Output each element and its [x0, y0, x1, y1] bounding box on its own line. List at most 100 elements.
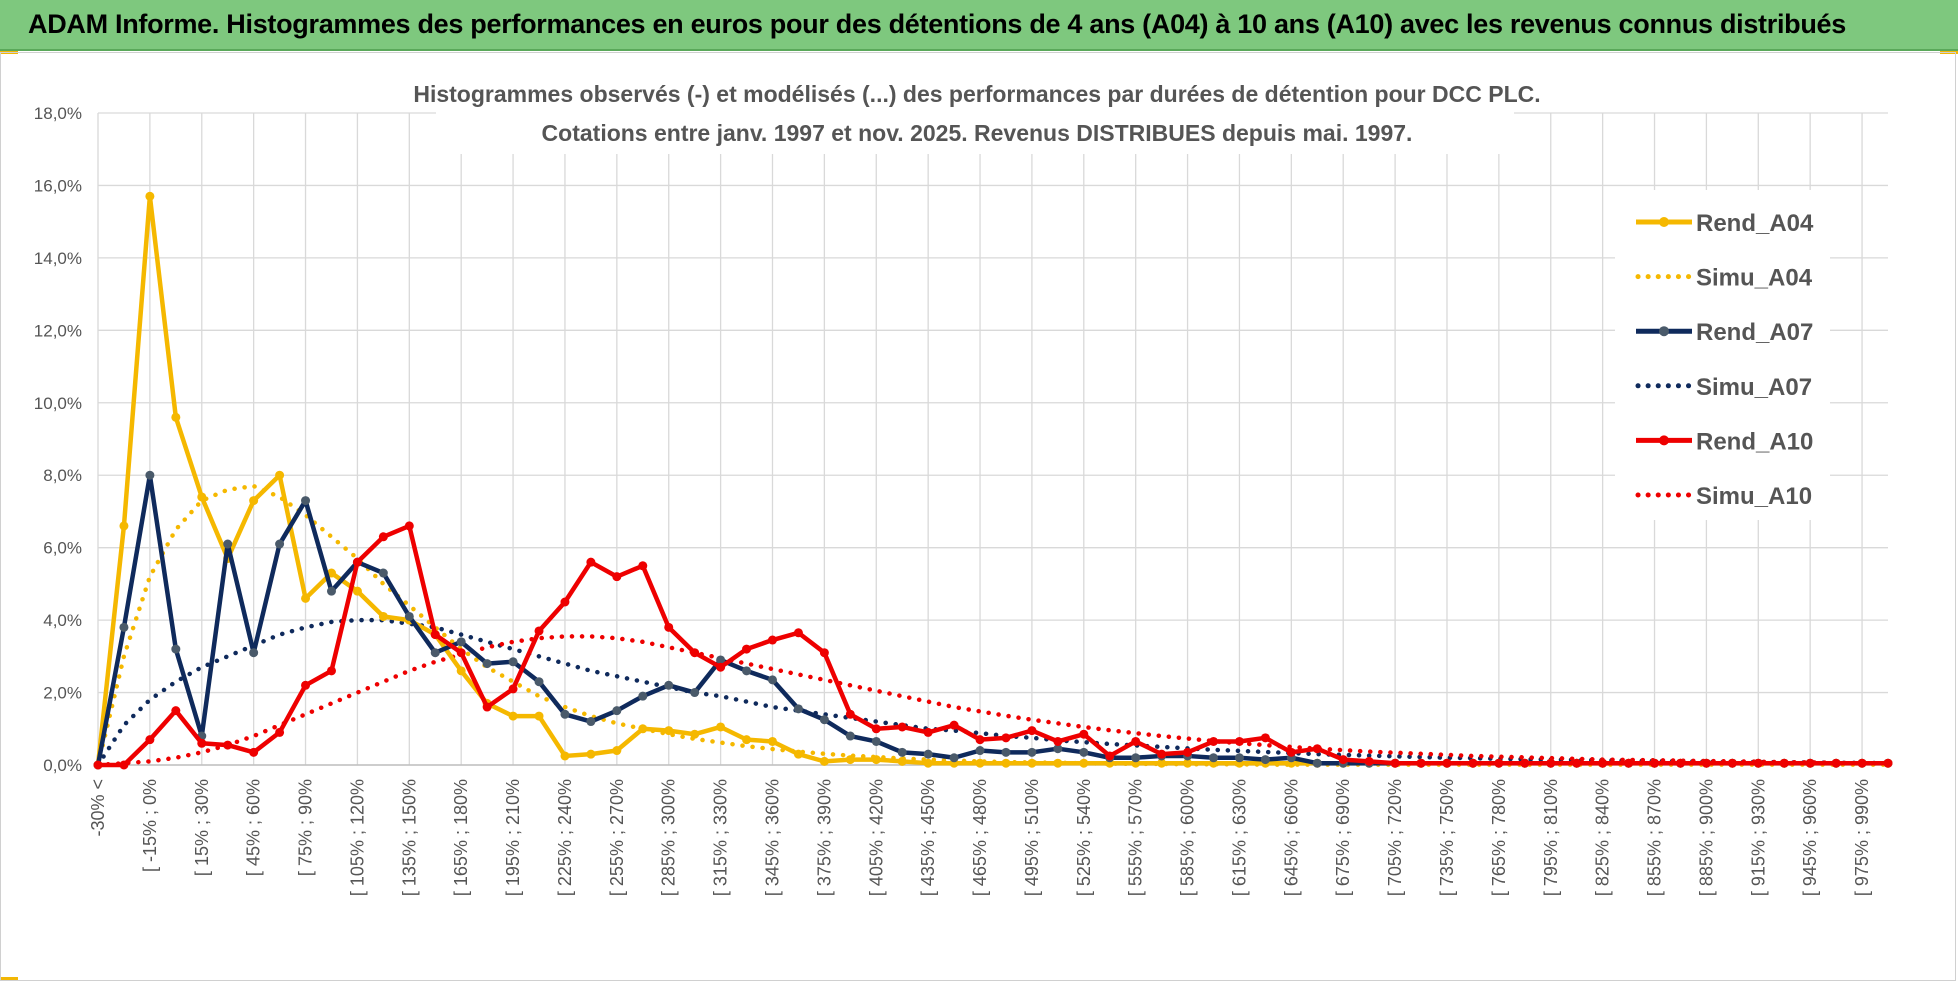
data-point — [1572, 758, 1582, 768]
data-point — [1650, 758, 1660, 768]
data-point — [560, 709, 570, 719]
data-point — [923, 758, 933, 768]
data-point — [404, 521, 414, 531]
x-tick-label: [ -15% ; 0% — [140, 779, 160, 872]
data-point — [275, 539, 285, 549]
data-point — [560, 751, 570, 761]
y-tick-label: 14,0% — [34, 249, 82, 268]
legend: Rend_A04 Simu_A04 Rend_A07 Simu_A07 Rend_A10… — [1615, 190, 1830, 520]
legend-label: Rend_A07 — [1696, 319, 1813, 346]
x-tick-label: [ 15% ; 30% — [192, 779, 212, 876]
report-title: ADAM Informe. Histogrammes des performan… — [28, 9, 1846, 39]
data-point — [1312, 758, 1322, 768]
y-tick-label: 2,0% — [43, 684, 82, 703]
x-tick-label: [ 315% ; 330% — [711, 779, 731, 896]
x-tick-label: [ 225% ; 240% — [555, 779, 575, 896]
data-point — [1624, 758, 1634, 768]
data-point — [586, 557, 596, 567]
data-point — [664, 622, 674, 632]
legend-item-Simu_A04: Simu_A04 — [1635, 265, 1813, 292]
data-point — [1831, 758, 1841, 768]
data-point — [197, 738, 207, 748]
x-tick-label: [ 75% ; 90% — [296, 779, 316, 876]
data-point — [1209, 753, 1219, 763]
data-point — [1675, 758, 1685, 768]
data-point — [560, 597, 570, 607]
data-point — [767, 635, 777, 645]
data-point — [378, 532, 388, 542]
data-point — [1753, 758, 1763, 768]
data-point — [871, 736, 881, 746]
data-point — [352, 586, 362, 596]
series-line — [98, 523, 1888, 768]
data-point — [742, 666, 752, 676]
data-point — [1883, 758, 1893, 768]
data-point — [742, 735, 752, 745]
data-point — [975, 735, 985, 745]
data-point — [949, 720, 959, 730]
data-point — [1234, 736, 1244, 746]
x-tick-label: [ 795% ; 810% — [1541, 779, 1561, 896]
x-tick-label: [ 375% ; 390% — [814, 779, 834, 896]
data-point — [1727, 758, 1737, 768]
data-point — [1546, 758, 1556, 768]
data-point — [1157, 749, 1167, 759]
data-point — [145, 735, 155, 745]
data-point — [716, 662, 726, 672]
x-tick-label: [ 105% ; 120% — [347, 779, 367, 896]
data-point — [690, 648, 700, 658]
data-point — [638, 561, 648, 571]
data-point — [119, 622, 129, 632]
data-point — [845, 731, 855, 741]
x-tick-label: [ 915% ; 930% — [1748, 779, 1768, 896]
data-point — [871, 755, 881, 765]
gridlines — [97, 112, 1888, 766]
data-point — [1312, 744, 1322, 754]
data-point — [1286, 747, 1296, 757]
data-point — [793, 628, 803, 638]
data-point — [119, 521, 129, 531]
x-tick-label: [ 285% ; 300% — [659, 779, 679, 896]
data-point — [793, 704, 803, 714]
data-point — [819, 648, 829, 658]
data-point — [1338, 755, 1348, 765]
data-point — [1520, 758, 1530, 768]
data-point — [638, 724, 648, 734]
y-tick-label: 8,0% — [43, 466, 82, 485]
data-point — [378, 611, 388, 621]
data-point — [482, 659, 492, 669]
title-background — [436, 74, 1514, 154]
data-point — [378, 568, 388, 578]
data-point — [1260, 755, 1270, 765]
data-point — [664, 726, 674, 736]
data-point — [301, 680, 311, 690]
data-point — [1183, 747, 1193, 757]
legend-item-Simu_A10: Simu_A10 — [1635, 483, 1812, 510]
data-point — [482, 702, 492, 712]
data-point — [145, 470, 155, 480]
data-point — [326, 586, 336, 596]
data-point — [456, 666, 466, 676]
series-line — [95, 617, 1891, 768]
data-point — [197, 492, 207, 502]
data-point — [352, 557, 362, 567]
data-point — [716, 655, 726, 665]
data-point — [742, 644, 752, 654]
x-tick-label: [ 645% ; 660% — [1281, 779, 1301, 896]
data-point — [249, 648, 259, 658]
data-point — [508, 657, 518, 667]
x-tick-label: [ 885% ; 900% — [1696, 779, 1716, 896]
x-tick-label: [ 945% ; 960% — [1800, 779, 1820, 896]
x-tick-label: [ 165% ; 180% — [451, 779, 471, 896]
data-point — [430, 630, 440, 640]
data-point — [1105, 751, 1115, 761]
data-point — [923, 749, 933, 759]
data-point — [171, 412, 181, 422]
legend-item-Simu_A07: Simu_A07 — [1635, 374, 1812, 401]
data-point — [534, 711, 544, 721]
data-point — [1183, 758, 1193, 768]
data-point — [1053, 736, 1063, 746]
data-point — [664, 680, 674, 690]
data-point — [508, 711, 518, 721]
x-tick-label: [ 855% ; 870% — [1645, 779, 1665, 896]
